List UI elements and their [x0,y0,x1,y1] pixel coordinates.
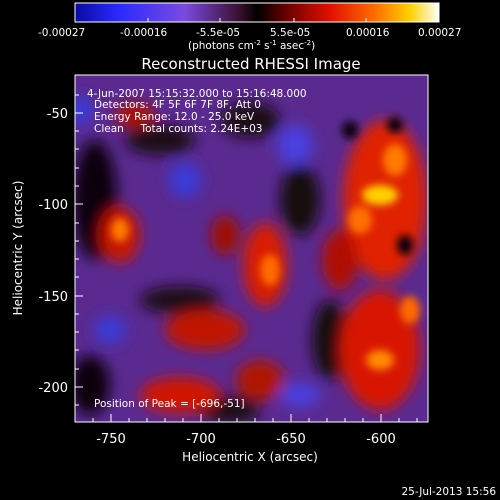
rhessi-image [75,75,428,422]
x-tick-label: -650 [276,432,306,447]
y-tick-label: -200 [38,381,68,396]
colorbar-tick-label: -5.5e-05 [196,27,240,39]
plot-title: Reconstructed RHESSI Image [141,55,360,73]
x-tick-label: -750 [96,432,126,447]
colorbar-units: (photons cm-2 s-1 asec-2) [188,39,315,52]
y-tick-label: -50 [47,107,68,122]
y-axis-label: Heliocentric Y (arcsec) [11,181,25,316]
colorbar [74,2,440,23]
footer-timestamp: 25-Jul-2013 15:56 [401,486,496,498]
clean-counts-text: Clean Total counts: 2.24E+03 [94,123,263,135]
x-tick-label: -700 [186,432,216,447]
detectors-text: Detectors: 4F 5F 6F 7F 8F, Att 0 [94,99,261,111]
colorbar-tick-label: 0.00016 [346,27,390,39]
peak-position-text: Position of Peak = [-696,-51] [94,398,245,410]
colorbar-tick-label: 5.5e-05 [270,27,310,39]
plot-frame [74,74,429,423]
colorbar-ticks [74,18,440,22]
x-axis-label: Heliocentric X (arcsec) [182,450,318,464]
y-tick-label: -100 [38,198,68,213]
colorbar-tick-label: -0.00027 [38,27,85,39]
x-tick-label: -600 [366,432,396,447]
y-axis-ticks [75,94,83,406]
x-axis-ticks [92,414,418,422]
colorbar-tick-label: 0.00027 [418,27,461,39]
colorbar-tick-label: -0.00016 [120,27,168,39]
energy-range-text: Energy Range: 12.0 - 25.0 keV [94,111,255,123]
time-range-text: 4-Jun-2007 15:15:32.000 to 15:16:48.000 [87,88,307,100]
y-tick-label: -150 [38,290,68,305]
